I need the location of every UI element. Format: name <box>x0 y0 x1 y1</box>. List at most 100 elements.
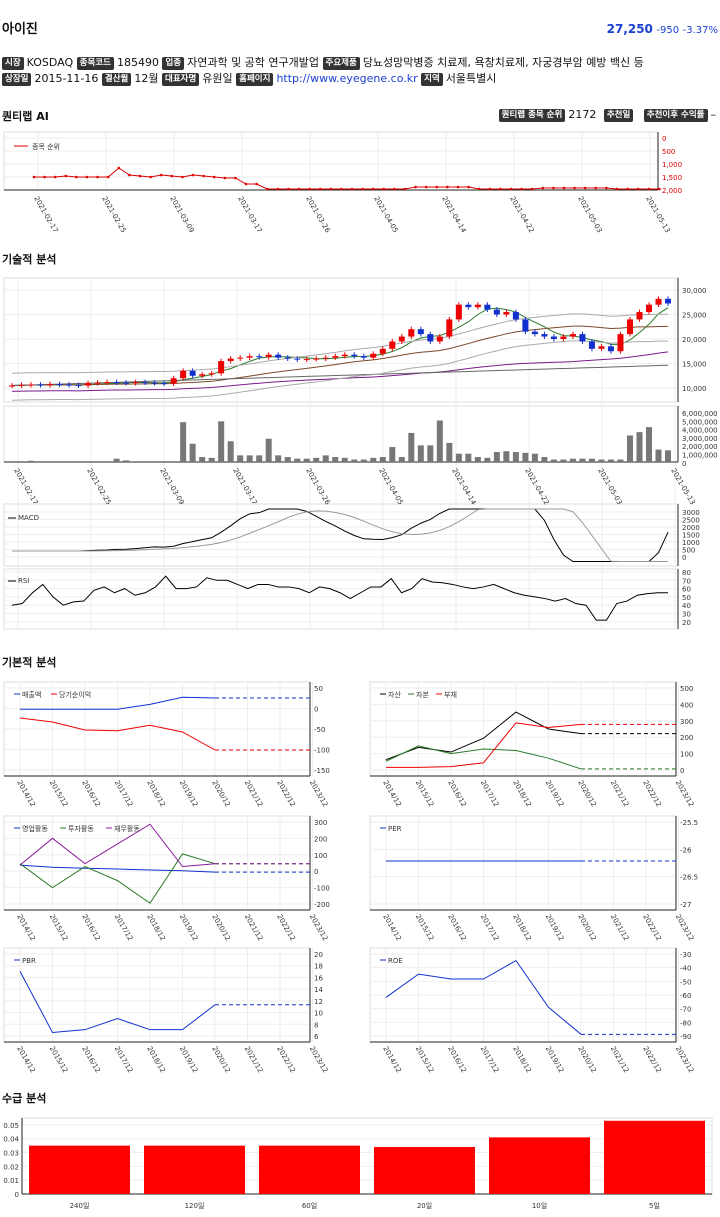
candle <box>417 329 424 335</box>
tech-xtick: 2021-03-09 <box>158 467 185 506</box>
volume-bar <box>66 461 73 462</box>
fund-year-tick: 2016/12 <box>80 779 101 808</box>
fund-year-tick: 2023/12 <box>674 1045 695 1074</box>
supply-xtick: 10일 <box>532 1201 547 1210</box>
volume-bar <box>313 457 320 462</box>
volume-bar <box>645 427 652 462</box>
fund-year-tick: 2016/12 <box>446 913 467 942</box>
candle <box>588 341 595 349</box>
candle <box>550 336 557 339</box>
macd-tick: 500 <box>682 547 695 555</box>
rank-xtick: 2021-03-17 <box>236 195 263 234</box>
badge-ceo: 대표자명 <box>162 73 200 86</box>
supply-frame <box>21 1117 713 1195</box>
candle <box>28 384 35 386</box>
macd-tick: 1500 <box>682 532 700 540</box>
fund-legend: 매출액 <box>22 690 41 699</box>
rank-xtick: 2021-02-17 <box>32 195 59 234</box>
candle <box>341 354 348 357</box>
rank-point <box>350 187 354 191</box>
fund-year-tick: 2017/12 <box>113 779 134 808</box>
fund-year-tick: 2020/12 <box>576 913 597 942</box>
candle <box>655 298 662 305</box>
rank-point <box>499 187 502 191</box>
rank-point <box>583 186 587 190</box>
candle <box>18 385 25 387</box>
ma-short <box>11 307 669 387</box>
rank-point <box>626 187 629 191</box>
info-row-1: 시장 KOSDAQ 종목코드 185490 업종 자연과학 및 공학 연구개발업 주요… <box>2 54 644 70</box>
tech-xtick: 2021-03-17 <box>231 467 258 506</box>
volume-bar <box>85 461 92 462</box>
fund-year-tick: 2019/12 <box>178 913 199 942</box>
volume-bar <box>284 457 291 462</box>
fund-legend: 부채 <box>444 690 457 699</box>
rank-ytick: 1,000 <box>662 161 682 169</box>
supply-bar <box>29 1145 130 1194</box>
rsi-tick: 20 <box>682 619 691 627</box>
fund-tick: -150 <box>314 767 330 775</box>
fund-year-tick: 2020/12 <box>210 779 231 808</box>
price-tick: 10,000 <box>682 385 707 393</box>
rank-xtick: 2021-04-22 <box>508 195 535 234</box>
tech-chart: 30,000 25,000 20,000 15,000 10,000 6,000,000… <box>3 277 718 630</box>
rank-chart: 종목 순위 0 500 1,000 1,500 2,000 2021-02-17 2021… <box>3 131 682 235</box>
volume-bar <box>417 445 424 462</box>
rank-point <box>191 173 195 177</box>
rank-xtick: 2021-04-05 <box>372 195 399 234</box>
fund-year-tick: 2016/12 <box>80 913 101 942</box>
volume-bar <box>151 461 158 462</box>
volume-bar <box>56 461 63 462</box>
fund-tick: -40 <box>680 965 691 973</box>
fund-year-tick: 2014/12 <box>381 1045 402 1074</box>
macd-tick: 2500 <box>682 517 700 525</box>
fund-legend: ROE <box>388 957 403 965</box>
fund-tick: 20 <box>314 951 323 959</box>
rank-point <box>541 186 545 190</box>
volume-bar <box>360 459 367 462</box>
fund-year-tick: 2022/12 <box>275 913 296 942</box>
candle <box>142 382 149 384</box>
candle <box>170 378 177 384</box>
rank-point <box>520 187 523 191</box>
rsi-tick: 50 <box>682 594 691 602</box>
candle <box>237 357 244 359</box>
fund-tick: 8 <box>314 1021 318 1029</box>
fund-year-tick: 2021/12 <box>609 1045 630 1074</box>
rsi-tick: 80 <box>682 569 691 577</box>
volume-bar <box>522 452 529 462</box>
fund-year-tick: 2014/12 <box>381 913 402 942</box>
candle <box>151 382 158 384</box>
rank-point <box>106 175 110 179</box>
fund-series <box>385 711 582 761</box>
rank-value: 2172 <box>568 108 597 121</box>
fund-year-tick: 2018/12 <box>511 1045 532 1074</box>
fund-year-tick: 2022/12 <box>275 779 296 808</box>
candle <box>94 382 101 384</box>
volume-bar <box>493 452 500 462</box>
volume-bar <box>113 458 120 462</box>
fund-year-tick: 2022/12 <box>275 1045 296 1074</box>
rank-xtick: 2021-05-13 <box>644 195 671 234</box>
rank-point <box>552 186 555 190</box>
rank-point <box>159 173 163 177</box>
candle <box>436 336 443 342</box>
rsi-tick: 60 <box>682 586 691 594</box>
candle <box>180 370 187 379</box>
macd-tick: 3000 <box>682 509 700 517</box>
homepage-link[interactable]: http://www.eyegene.co.kr <box>276 72 418 85</box>
fund-tick: -50 <box>680 978 691 986</box>
candle <box>493 309 500 315</box>
price-change-pct: -3.37% <box>682 25 718 36</box>
fund-year-tick: 2016/12 <box>446 1045 467 1074</box>
badge-homepage: 홈페이지 <box>236 73 274 86</box>
fund-year-tick: 2021/12 <box>243 1045 264 1074</box>
fund-year-tick: 2023/12 <box>308 913 329 942</box>
volume-bar <box>256 455 263 462</box>
supply-chart: 0.05 0.04 0.03 0.02 0.01 0 240일 120일 60일 20일 10일 5일 <box>3 1117 713 1210</box>
fund-series <box>20 696 216 710</box>
fund-tick: 18 <box>314 963 323 971</box>
candle <box>56 384 63 386</box>
candle <box>541 334 548 337</box>
candle <box>427 334 434 342</box>
